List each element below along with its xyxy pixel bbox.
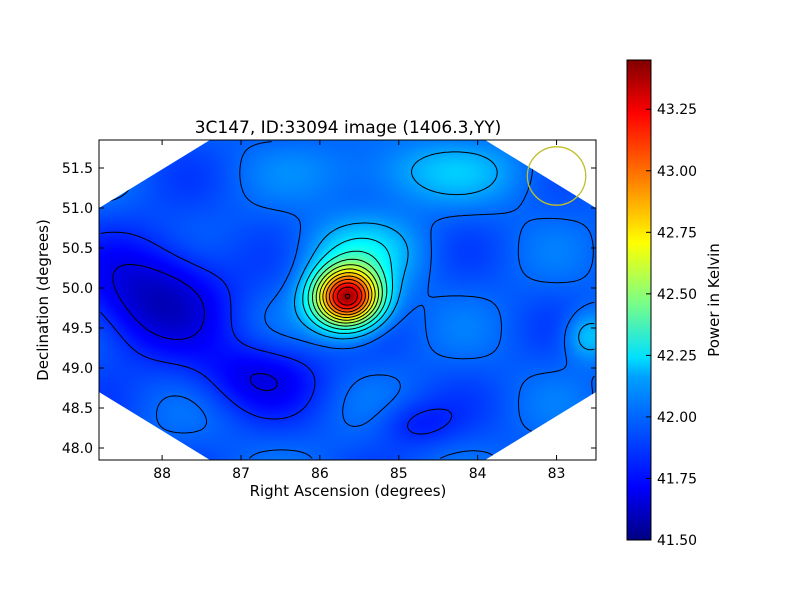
y-tick-label: 49.5 <box>62 321 93 337</box>
contour-line <box>112 264 278 392</box>
y-axis: 48.0 48.5 49.0 49.5 50.0 50.5 51.0 51.5 <box>62 161 596 457</box>
x-axis: 88 87 86 85 84 83 <box>153 140 565 482</box>
x-tick-label: 85 <box>390 466 408 482</box>
colorbar-tick-label: 43.00 <box>657 164 697 180</box>
colorbar-tick-label: 42.25 <box>657 348 697 364</box>
contour-line <box>344 294 351 299</box>
x-tick-label: 84 <box>469 466 487 482</box>
contour-lines <box>100 141 595 459</box>
x-tick-label: 86 <box>311 466 329 482</box>
y-tick-label: 49.0 <box>62 361 93 377</box>
colorbar-label: Power in Kelvin <box>705 243 723 357</box>
y-tick-label: 48.5 <box>62 401 93 417</box>
contour-line <box>319 268 376 321</box>
contour-line <box>329 278 366 313</box>
y-tick-label: 50.5 <box>62 241 93 257</box>
x-tick-label: 87 <box>232 466 250 482</box>
y-axis-label: Declination (degrees) <box>34 219 52 381</box>
contour-line <box>325 275 370 316</box>
x-tick-label: 88 <box>153 466 171 482</box>
colorbar <box>626 59 652 541</box>
colorbar-tick-label: 41.50 <box>657 533 697 549</box>
contour-line <box>332 282 363 310</box>
colorbar-tick-label: 42.00 <box>657 410 697 426</box>
colorbar-tick-label: 43.25 <box>657 102 697 118</box>
y-tick-label: 51.5 <box>62 161 93 177</box>
chart-title: 3C147, ID:33094 image (1406.3,YY) <box>195 118 502 138</box>
colorbar-tick-label: 41.75 <box>657 471 697 487</box>
y-tick-label: 50.0 <box>62 281 93 297</box>
contour-line <box>307 250 388 330</box>
contour-line <box>322 272 373 318</box>
colorbar-axis: 41.50 41.75 42.00 42.25 42.50 42.75 43.00 43.25 <box>646 102 697 549</box>
x-axis-label: Right Ascension (degrees) <box>250 482 447 500</box>
contour-line <box>336 286 358 306</box>
y-tick-label: 51.0 <box>62 201 93 217</box>
contour-line <box>312 258 383 327</box>
contour-line <box>294 151 595 351</box>
contour-line <box>315 264 380 324</box>
colorbar-tick-label: 42.50 <box>657 287 697 303</box>
contour-line <box>100 231 453 435</box>
plot-frame <box>98 139 597 461</box>
x-tick-label: 83 <box>548 466 566 482</box>
colorbar-tick-label: 42.75 <box>657 225 697 241</box>
y-tick-label: 48.0 <box>62 441 93 457</box>
beam-circle-marker <box>526 146 587 206</box>
contour-line <box>302 237 394 334</box>
heatmap-image <box>99 140 596 460</box>
